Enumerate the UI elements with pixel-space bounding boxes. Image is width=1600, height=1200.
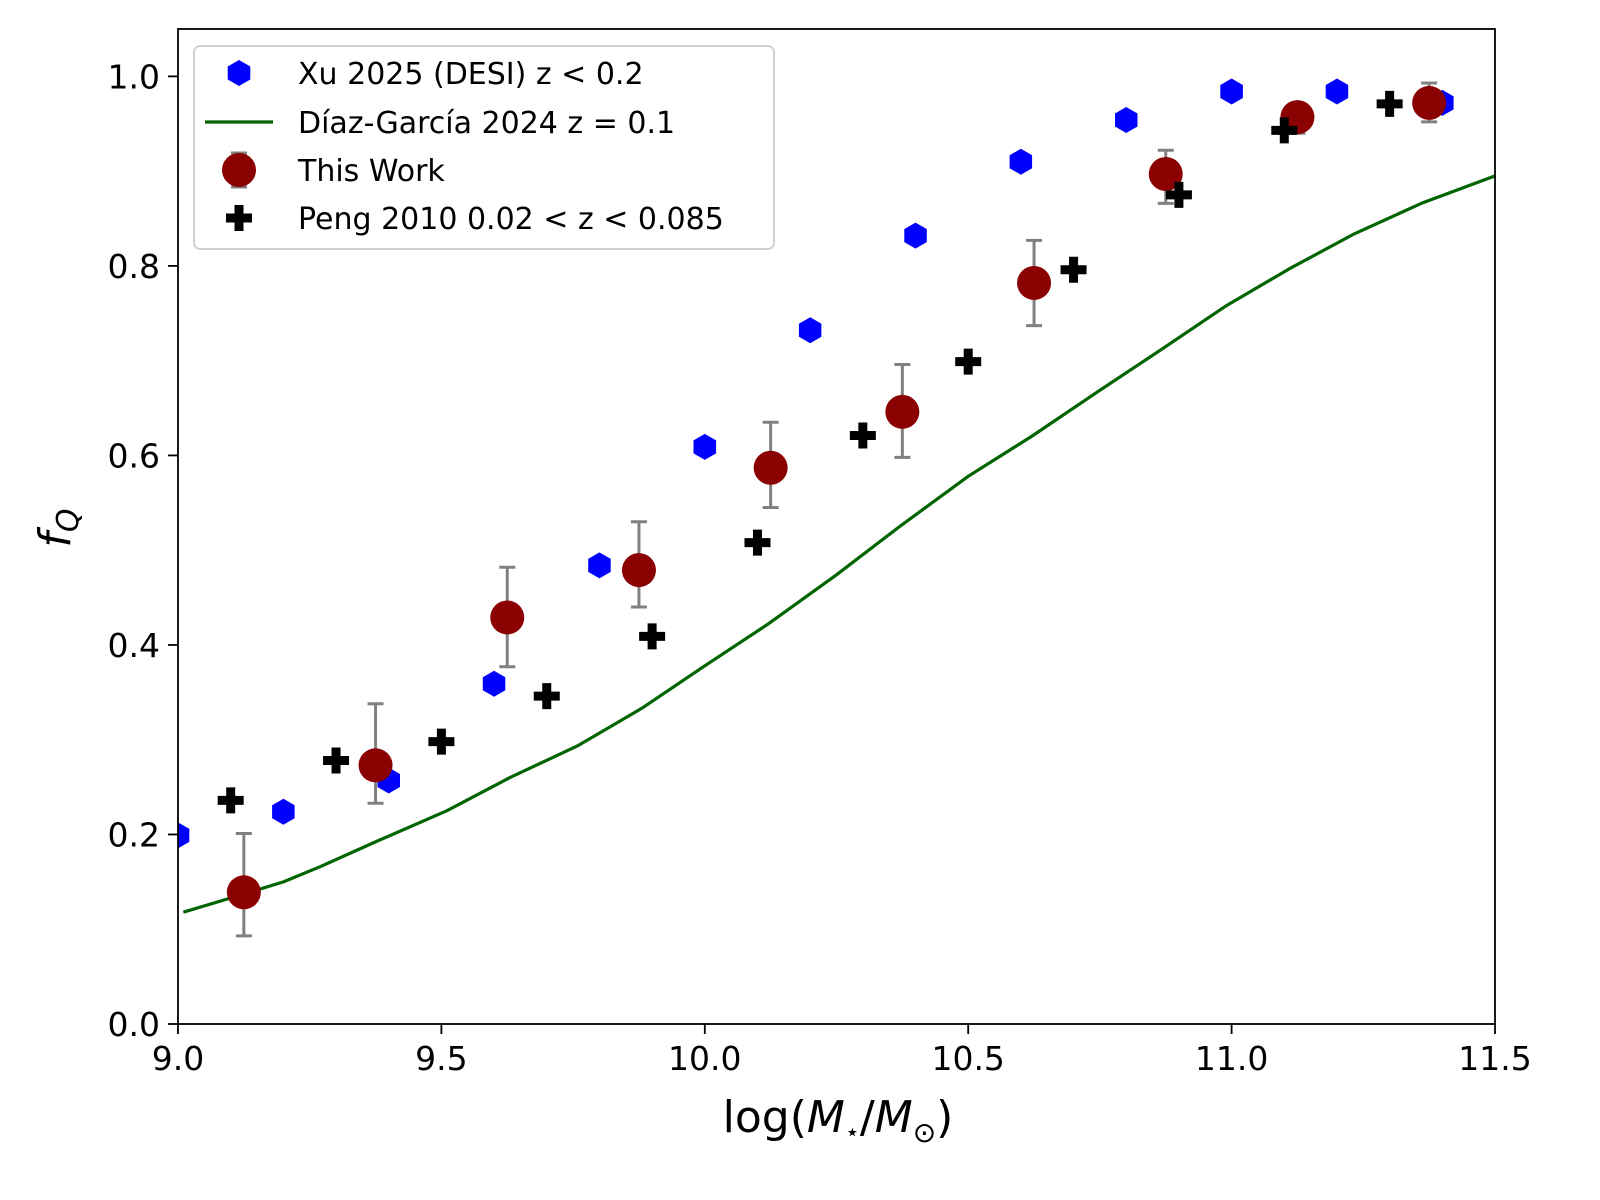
legend-peng-marker [226,205,252,231]
legend-xu-marker [227,60,251,86]
this-work-point [1412,85,1447,120]
peng-point [849,422,876,449]
peng-point [1271,117,1298,144]
y-tick-label: 1.0 [108,57,160,96]
this-work-point [1280,100,1315,135]
x-tick-label: 11.5 [1458,1039,1531,1078]
legend: Xu 2025 (DESI) z < 0.2 Díaz-García 2024 z… [193,45,775,250]
plot-frame [177,28,1496,1025]
x-tick-label: 11.0 [1195,1039,1268,1078]
xu-point [693,433,717,460]
xu-point [798,317,822,344]
peng-point [323,747,350,774]
y-tick-label: 0.8 [108,247,160,286]
x-tick-label: 9.0 [152,1039,204,1078]
legend-label: Díaz-García 2024 z = 0.1 [298,106,675,141]
xu-point [1009,148,1033,175]
xu-point [178,822,190,849]
diaz-garcia-line [182,174,1495,914]
xu-point [272,798,295,825]
xu-point [1325,78,1349,105]
peng-point [1376,90,1403,117]
peng-point [217,787,244,814]
y-tick-label: 0.4 [108,626,160,665]
xu-point [482,670,506,697]
peng-point [744,529,771,556]
peng-point [1060,256,1087,283]
xu-point [1115,107,1138,133]
xu-point [904,222,927,249]
x-axis-ticks: 9.0 9.5 10.0 10.5 11.0 11.5 [152,1024,1532,1078]
y-tick-label: 0.0 [108,1005,160,1044]
y-tick-label: 0.2 [108,815,160,854]
this-work-point [1017,265,1052,300]
x-axis-label: log(M⋆/M⊙) [723,1092,954,1149]
peng-point [1165,181,1192,208]
peng-point [955,348,982,375]
this-work-point [490,600,525,635]
x-tick-label: 10.5 [931,1039,1004,1078]
peng-point [533,683,560,710]
this-work-point [1148,156,1183,191]
xu-point [1220,78,1243,105]
legend-label: Xu 2025 (DESI) z < 0.2 [298,57,644,92]
legend-this-work-marker [222,153,256,187]
x-tick-label: 9.5 [415,1039,467,1078]
this-work-point [885,394,920,429]
legend-label: This Work [297,154,445,189]
y-axis-ticks: 0.0 0.2 0.4 0.6 0.8 1.0 [108,57,178,1044]
peng-point [639,623,666,650]
y-tick-label: 0.6 [108,436,160,475]
this-work-point [358,748,393,783]
legend-label: Peng 2010 0.02 < z < 0.085 [298,202,724,237]
peng-series [217,90,1403,814]
diaz-garcia-series [182,174,1495,914]
legend-box [193,45,775,250]
this-work-point [226,875,261,910]
this-work-series [226,85,1447,910]
peng-point [428,728,455,755]
this-work-point [753,450,788,485]
this-work-point [621,553,656,588]
x-tick-label: 10.0 [668,1039,741,1078]
xu-point [588,552,611,579]
